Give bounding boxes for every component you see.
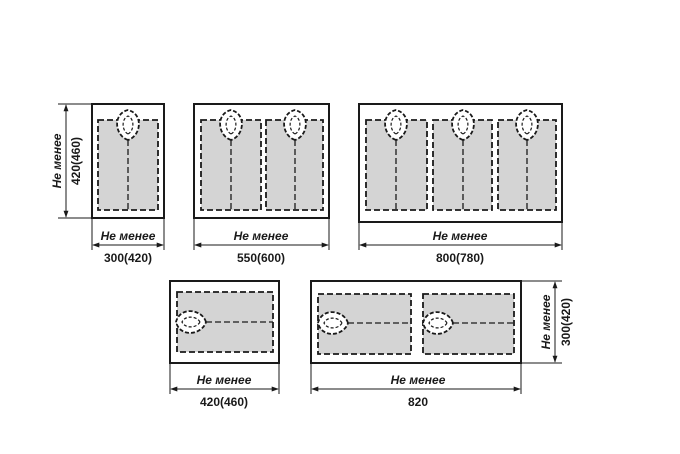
height-dimension-value: 420(460) [69,137,83,185]
head-inner-icon [457,115,469,135]
head-outline-icon [384,109,408,141]
panel-triple-vertical: Не менее 800(780) [358,103,563,265]
head-outline-icon [219,109,243,141]
head-outline-icon [515,109,539,141]
slot-horizontal [175,291,274,353]
width-dimension-value: 550(600) [237,251,285,265]
panel-double-horizontal: Не менее 820 Не менее 300(420) [310,280,573,409]
min-label-vertical: Не менее [50,133,64,188]
slot-vertical [365,109,428,211]
head-outline-icon [422,311,454,335]
slot-horizontal [422,293,515,355]
min-label: Не менее [391,373,446,387]
min-label: Не менее [433,229,488,243]
head-inner-icon [289,115,301,135]
width-dimension-value: 820 [408,395,428,409]
slot-horizontal [317,293,412,355]
width-dimension-value: 300(420) [104,251,152,265]
width-dimension-value: 420(460) [200,395,248,409]
panel-single-horizontal: Не менее 420(460) [169,280,280,409]
width-dimension-value: 800(780) [436,251,484,265]
head-inner-icon [181,316,201,328]
slot-vertical [432,109,493,211]
head-outline-icon [317,311,349,335]
min-label: Не менее [234,229,289,243]
head-inner-icon [323,317,343,329]
head-inner-icon [390,115,402,135]
min-label: Не менее [197,373,252,387]
min-label-vertical: Не менее [539,294,553,349]
slot-vertical [200,109,262,211]
slot-vertical [497,109,557,211]
head-outline-icon [175,310,207,334]
head-inner-icon [428,317,448,329]
head-inner-icon [122,115,134,135]
panel-double-vertical: Не менее 550(600) [193,103,330,265]
min-label: Не менее [101,229,156,243]
head-outline-icon [451,109,475,141]
head-outline-icon [116,109,140,141]
slot-vertical [97,109,159,211]
head-inner-icon [225,115,237,135]
panel-single-vertical: Не менее 300(420) Не менее 420(460) [50,103,165,265]
height-dimension-value: 300(420) [559,298,573,346]
head-inner-icon [521,115,533,135]
head-outline-icon [283,109,307,141]
slot-vertical [265,109,324,211]
